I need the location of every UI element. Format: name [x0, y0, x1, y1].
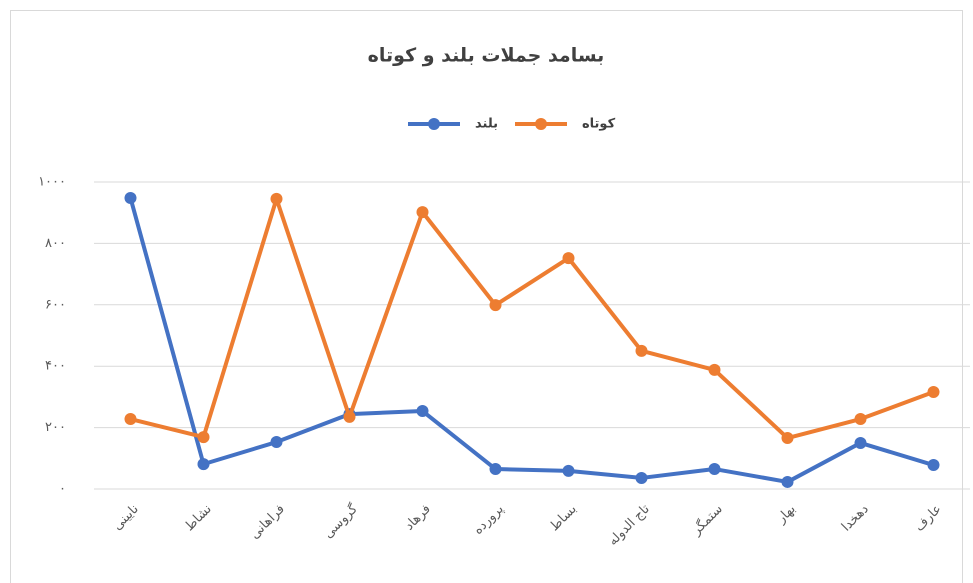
- legend-label: کوتاه: [582, 117, 616, 132]
- data-point: [708, 463, 721, 476]
- chart-title: بسامد جملات بلند و کوتاه: [368, 45, 605, 67]
- data-point: [708, 363, 721, 376]
- data-point: [854, 413, 867, 426]
- data-point: [562, 464, 575, 477]
- data-point: [416, 405, 429, 418]
- data-point: [197, 458, 210, 471]
- data-point: [927, 385, 940, 398]
- y-tick-label: ۶۰۰: [45, 297, 66, 312]
- data-point: [854, 436, 867, 449]
- y-tick-label: ۰: [59, 482, 66, 497]
- series-line: [130, 196, 935, 441]
- data-point: [416, 206, 429, 219]
- data-point: [343, 410, 356, 423]
- series-line: [128, 197, 935, 484]
- data-point: [927, 459, 940, 472]
- data-point: [270, 436, 283, 449]
- legend-label: بلند: [475, 117, 498, 132]
- data-point: [781, 475, 794, 488]
- data-point: [635, 471, 648, 484]
- data-point: [124, 191, 137, 204]
- data-point: [197, 431, 210, 444]
- data-point: [489, 299, 502, 312]
- data-point: [562, 252, 575, 265]
- y-tick-label: ۲۰۰: [45, 420, 66, 435]
- y-tick-label: ۸۰۰: [45, 236, 66, 251]
- legend-marker: [428, 118, 440, 130]
- y-tick-label: ۴۰۰: [45, 359, 66, 374]
- data-point: [124, 413, 137, 426]
- data-point: [270, 192, 283, 205]
- legend-marker: [535, 118, 547, 130]
- data-point: [635, 344, 648, 357]
- data-point: [781, 432, 794, 445]
- y-tick-label: ۱۰۰۰: [38, 175, 66, 190]
- data-point: [489, 463, 502, 476]
